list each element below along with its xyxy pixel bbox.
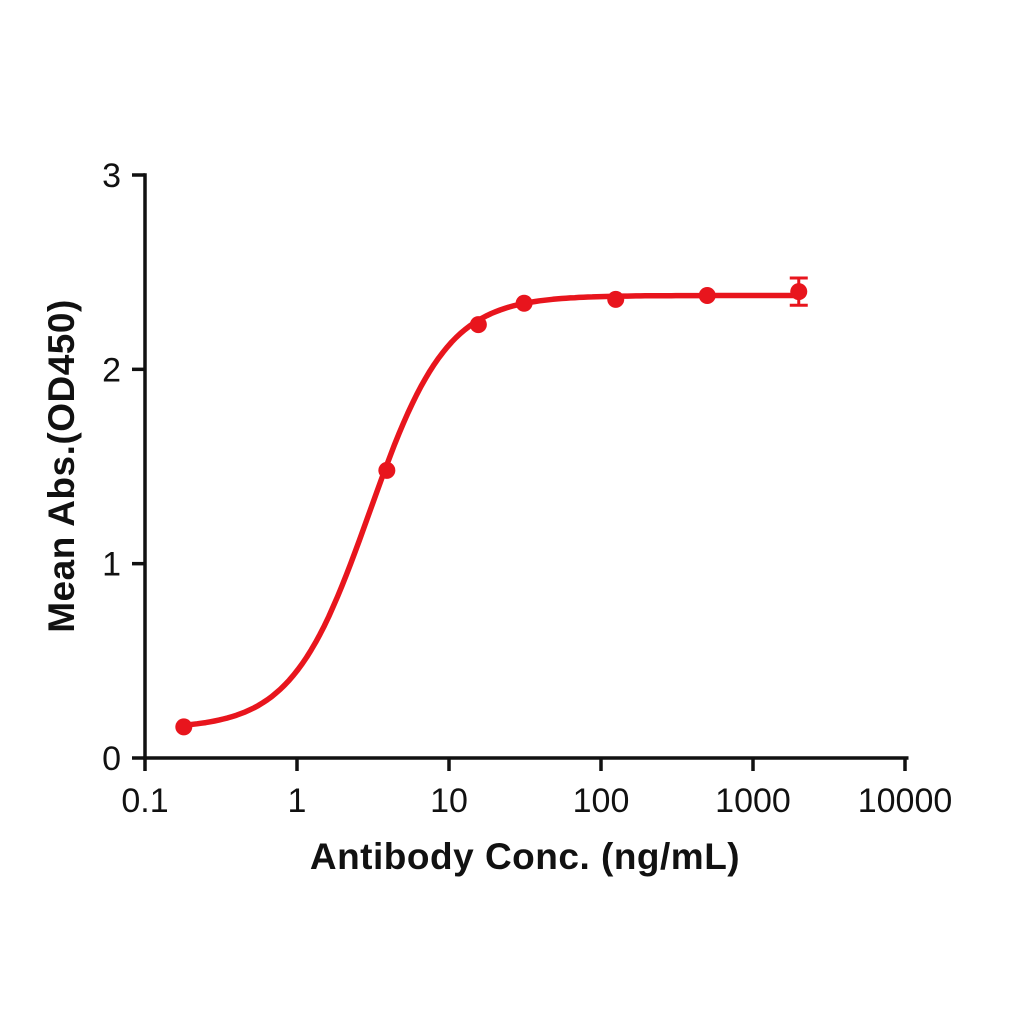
y-axis-title: Mean Abs.(OD450) <box>41 299 82 633</box>
y-tick-label: 3 <box>102 157 121 195</box>
data-point <box>469 316 487 334</box>
y-tick-label: 0 <box>102 740 121 778</box>
x-tick-label: 10 <box>430 782 468 820</box>
fit-curve <box>181 292 802 729</box>
x-axis-title: Antibody Conc. (ng/mL) <box>309 836 741 877</box>
x-tick-label: 100 <box>573 782 630 820</box>
data-point <box>378 461 396 479</box>
data-point <box>790 283 808 301</box>
data-point <box>698 286 716 304</box>
x-tick-label: 1 <box>288 782 307 820</box>
data-point <box>175 718 193 736</box>
data-point <box>515 294 533 312</box>
y-tick-label: 1 <box>102 546 121 584</box>
y-tick-label: 2 <box>102 351 121 389</box>
x-tick-label: 10000 <box>858 782 953 820</box>
x-tick-label: 1000 <box>715 782 791 820</box>
x-tick-label: 0.1 <box>121 782 168 820</box>
data-point <box>607 290 625 308</box>
